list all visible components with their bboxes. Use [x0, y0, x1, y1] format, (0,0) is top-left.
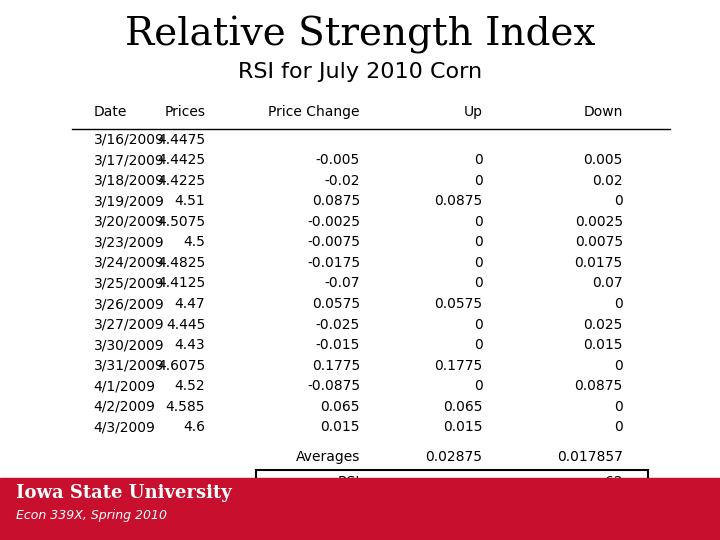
- Text: 0.015: 0.015: [583, 338, 623, 352]
- Text: 4.4475: 4.4475: [157, 133, 205, 147]
- Text: Relative Strength Index: Relative Strength Index: [125, 16, 595, 54]
- Text: 4.51: 4.51: [174, 194, 205, 208]
- Text: 4.4125: 4.4125: [157, 276, 205, 291]
- Text: 0.0175: 0.0175: [575, 256, 623, 270]
- Text: 0: 0: [614, 400, 623, 414]
- Text: -0.025: -0.025: [316, 318, 360, 332]
- Text: 3/30/2009: 3/30/2009: [94, 338, 164, 352]
- Text: Up: Up: [464, 105, 482, 119]
- Text: -0.07: -0.07: [325, 276, 360, 291]
- Text: 0.065: 0.065: [443, 400, 482, 414]
- Text: RSI: RSI: [338, 475, 360, 489]
- Text: Price Change: Price Change: [269, 105, 360, 119]
- Text: 0: 0: [474, 174, 482, 188]
- Text: 4.6075: 4.6075: [157, 359, 205, 373]
- Text: 0: 0: [614, 194, 623, 208]
- Text: 0.0575: 0.0575: [434, 297, 482, 311]
- Text: 0: 0: [474, 276, 482, 291]
- Text: 0: 0: [474, 153, 482, 167]
- Text: Iowa State University: Iowa State University: [16, 484, 232, 502]
- Text: 0.065: 0.065: [320, 400, 360, 414]
- Text: 4.43: 4.43: [174, 338, 205, 352]
- Text: 3/18/2009: 3/18/2009: [94, 174, 164, 188]
- Text: 0: 0: [474, 318, 482, 332]
- Text: 4.4225: 4.4225: [157, 174, 205, 188]
- Text: 0.02: 0.02: [592, 174, 623, 188]
- Text: 3/16/2009: 3/16/2009: [94, 133, 164, 147]
- Text: 0.015: 0.015: [443, 420, 482, 434]
- Text: Down: Down: [583, 105, 623, 119]
- Text: 4/3/2009: 4/3/2009: [94, 420, 156, 434]
- Text: 0: 0: [614, 420, 623, 434]
- Text: 4/1/2009: 4/1/2009: [94, 379, 156, 393]
- Text: -0.0175: -0.0175: [307, 256, 360, 270]
- Text: 4.47: 4.47: [174, 297, 205, 311]
- Text: 4.4425: 4.4425: [157, 153, 205, 167]
- Text: 3/24/2009: 3/24/2009: [94, 256, 164, 270]
- Text: 0: 0: [474, 215, 482, 229]
- Text: Prices: Prices: [164, 105, 205, 119]
- Text: 4/2/2009: 4/2/2009: [94, 400, 156, 414]
- Bar: [256, 470, 648, 492]
- Text: 0.02875: 0.02875: [426, 450, 482, 464]
- Text: Econ 339X, Spring 2010: Econ 339X, Spring 2010: [16, 509, 167, 522]
- Text: -0.0025: -0.0025: [307, 215, 360, 229]
- Text: 0.07: 0.07: [592, 276, 623, 291]
- Text: 3/17/2009: 3/17/2009: [94, 153, 164, 167]
- Text: 0: 0: [474, 256, 482, 270]
- Text: 3/20/2009: 3/20/2009: [94, 215, 164, 229]
- Text: 0: 0: [614, 359, 623, 373]
- Text: 0.025: 0.025: [583, 318, 623, 332]
- Text: -0.0875: -0.0875: [307, 379, 360, 393]
- Text: 0.0875: 0.0875: [434, 194, 482, 208]
- Text: -0.0075: -0.0075: [307, 235, 360, 249]
- Text: 3/27/2009: 3/27/2009: [94, 318, 164, 332]
- Text: 3/31/2009: 3/31/2009: [94, 359, 164, 373]
- Text: 3/26/2009: 3/26/2009: [94, 297, 164, 311]
- Text: -0.015: -0.015: [315, 338, 360, 352]
- Text: 0.005: 0.005: [583, 153, 623, 167]
- Text: 0.0875: 0.0875: [575, 379, 623, 393]
- Text: RSI for July 2010 Corn: RSI for July 2010 Corn: [238, 62, 482, 82]
- Text: 0.015: 0.015: [320, 420, 360, 434]
- Text: 4.4825: 4.4825: [157, 256, 205, 270]
- Text: 0: 0: [474, 338, 482, 352]
- Text: 3/25/2009: 3/25/2009: [94, 276, 164, 291]
- Text: 0.0075: 0.0075: [575, 235, 623, 249]
- Text: 0.017857: 0.017857: [557, 450, 623, 464]
- Text: 0: 0: [474, 235, 482, 249]
- Text: 4.585: 4.585: [166, 400, 205, 414]
- Text: 0: 0: [474, 379, 482, 393]
- Text: 3/23/2009: 3/23/2009: [94, 235, 164, 249]
- Text: 0.0875: 0.0875: [312, 194, 360, 208]
- Text: 4.5: 4.5: [184, 235, 205, 249]
- Text: 0.1775: 0.1775: [434, 359, 482, 373]
- Text: 62: 62: [606, 475, 623, 489]
- Text: -0.005: -0.005: [316, 153, 360, 167]
- Text: 4.6: 4.6: [183, 420, 205, 434]
- Text: 0.0025: 0.0025: [575, 215, 623, 229]
- Text: 0: 0: [614, 297, 623, 311]
- Text: 3/19/2009: 3/19/2009: [94, 194, 164, 208]
- Text: 4.5075: 4.5075: [157, 215, 205, 229]
- Text: 4.445: 4.445: [166, 318, 205, 332]
- Text: 0.1775: 0.1775: [312, 359, 360, 373]
- Text: 4.52: 4.52: [174, 379, 205, 393]
- Text: Averages: Averages: [296, 450, 360, 464]
- Text: Date: Date: [94, 105, 127, 119]
- Text: -0.02: -0.02: [325, 174, 360, 188]
- Text: 0.0575: 0.0575: [312, 297, 360, 311]
